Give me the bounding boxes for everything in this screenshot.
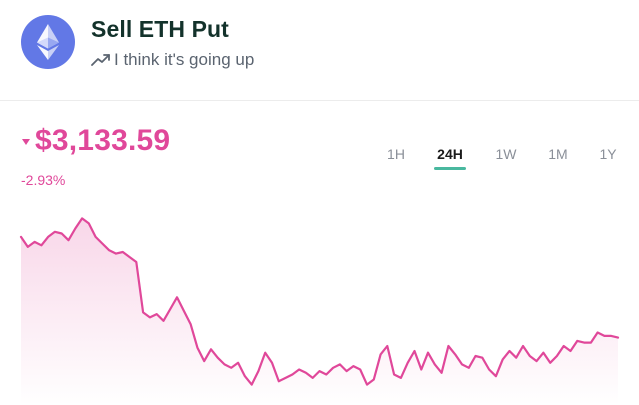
price-line [19,217,620,386]
price-change-percent: -2.93% [21,172,66,188]
tab-24h[interactable]: 24H [434,146,466,170]
subtitle-text: I think it's going up [114,50,255,69]
tab-label: 1M [548,146,568,162]
tab-label: 24H [437,146,463,162]
header: Sell ETH Put I think it's going up [0,0,639,100]
time-range-tabs: 1H 24H 1W 1M 1Y [0,146,639,172]
divider [0,100,639,101]
trending-up-icon [91,54,110,66]
tab-label: 1W [495,146,517,162]
page-title: Sell ETH Put [91,16,229,42]
price-chart[interactable] [0,200,639,405]
tab-label: 1H [387,146,405,162]
active-tab-indicator [434,167,466,170]
tab-1m[interactable]: 1M [545,146,571,162]
price-area-fill [21,218,618,405]
caret-down-icon [22,139,30,145]
position-thesis: I think it's going up [91,50,254,70]
current-price: $3,133.59 [35,124,171,157]
tab-1w[interactable]: 1W [493,146,519,162]
price-summary: $3,133.59 [21,124,170,158]
ethereum-logo-icon [21,15,75,69]
tab-1y[interactable]: 1Y [597,146,619,162]
tab-1h[interactable]: 1H [384,146,408,162]
tab-label: 1Y [599,146,617,162]
